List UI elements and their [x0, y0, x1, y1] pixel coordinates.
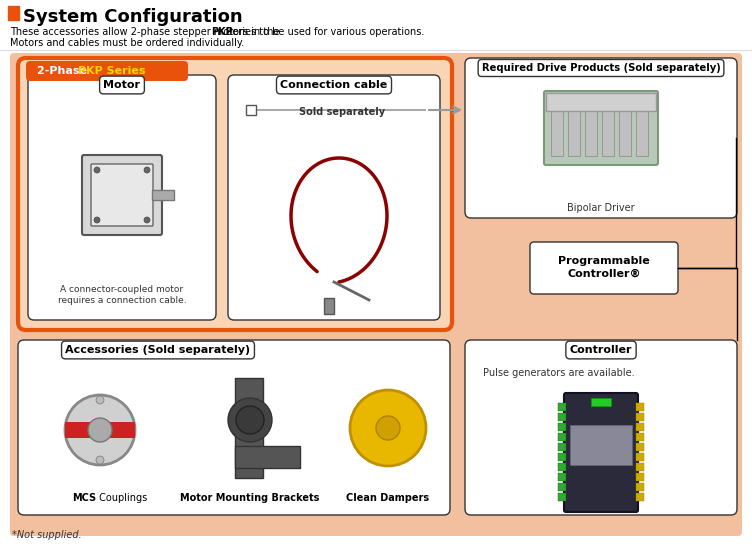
Bar: [235, 446, 300, 468]
FancyBboxPatch shape: [530, 242, 678, 294]
Circle shape: [144, 167, 150, 173]
Bar: [636, 433, 644, 441]
Bar: [558, 453, 566, 461]
Bar: [636, 101, 648, 156]
Text: PKP Series: PKP Series: [78, 66, 146, 76]
Bar: [636, 493, 644, 501]
Bar: [324, 298, 334, 314]
FancyBboxPatch shape: [82, 155, 162, 235]
Text: PKP: PKP: [211, 27, 232, 37]
FancyBboxPatch shape: [26, 61, 188, 81]
Circle shape: [350, 390, 426, 466]
Bar: [246, 105, 256, 115]
Bar: [636, 423, 644, 431]
Text: *Not supplied.: *Not supplied.: [12, 530, 82, 540]
FancyBboxPatch shape: [564, 393, 638, 512]
Text: MCS: MCS: [72, 493, 96, 503]
Text: Motors and cables must be ordered individually.: Motors and cables must be ordered indivi…: [10, 38, 244, 48]
Text: requires a connection cable.: requires a connection cable.: [58, 296, 186, 305]
Text: Sold separately: Sold separately: [299, 107, 385, 117]
Circle shape: [96, 396, 104, 404]
Circle shape: [96, 456, 104, 464]
Bar: [636, 463, 644, 471]
Text: Motor: Motor: [104, 80, 141, 90]
Bar: [546, 93, 656, 111]
FancyBboxPatch shape: [18, 340, 450, 515]
Circle shape: [94, 217, 100, 223]
Text: Couplings: Couplings: [96, 493, 147, 503]
Text: Programmable: Programmable: [558, 256, 650, 266]
Bar: [602, 101, 614, 156]
Circle shape: [144, 217, 150, 223]
FancyBboxPatch shape: [10, 53, 742, 536]
FancyBboxPatch shape: [18, 58, 452, 330]
Bar: [570, 425, 632, 465]
Bar: [558, 433, 566, 441]
Circle shape: [94, 167, 100, 173]
Bar: [558, 493, 566, 501]
Text: Connection cable: Connection cable: [280, 80, 387, 90]
Text: These accessories allow 2-phase stepper motors in the: These accessories allow 2-phase stepper …: [10, 27, 283, 37]
Bar: [619, 101, 631, 156]
Circle shape: [228, 398, 272, 442]
Bar: [636, 403, 644, 411]
Circle shape: [65, 395, 135, 465]
Bar: [558, 463, 566, 471]
Bar: [636, 453, 644, 461]
FancyBboxPatch shape: [228, 75, 440, 320]
Text: 2-Phase: 2-Phase: [37, 66, 91, 76]
Bar: [636, 473, 644, 481]
Text: Controller®: Controller®: [567, 269, 641, 279]
Bar: [235, 378, 263, 478]
FancyBboxPatch shape: [465, 58, 737, 218]
FancyBboxPatch shape: [91, 164, 153, 226]
Bar: [152, 190, 174, 200]
Bar: [558, 403, 566, 411]
Bar: [568, 101, 580, 156]
Text: Controller: Controller: [570, 345, 632, 355]
Bar: [558, 423, 566, 431]
Circle shape: [236, 406, 264, 434]
Bar: [558, 473, 566, 481]
Text: Pulse generators are available.: Pulse generators are available.: [483, 368, 635, 378]
Bar: [8, 6, 19, 20]
Bar: [65, 422, 135, 438]
Bar: [551, 101, 563, 156]
Text: Clean Dampers: Clean Dampers: [347, 493, 429, 503]
Bar: [636, 483, 644, 491]
Text: Required Drive Products (Sold separately): Required Drive Products (Sold separately…: [481, 63, 720, 73]
Circle shape: [88, 418, 112, 442]
Bar: [558, 413, 566, 421]
Bar: [636, 443, 644, 451]
Bar: [558, 483, 566, 491]
Text: Series to be used for various operations.: Series to be used for various operations…: [223, 27, 424, 37]
Bar: [585, 101, 597, 156]
Text: A connector-coupled motor: A connector-coupled motor: [60, 285, 183, 294]
FancyBboxPatch shape: [544, 91, 658, 165]
Bar: [636, 413, 644, 421]
Text: Accessories (Sold separately): Accessories (Sold separately): [65, 345, 250, 355]
Bar: [558, 443, 566, 451]
Text: Motor Mounting Brackets: Motor Mounting Brackets: [180, 493, 320, 503]
FancyBboxPatch shape: [28, 75, 216, 320]
FancyBboxPatch shape: [465, 340, 737, 515]
Text: Bipolar Driver: Bipolar Driver: [567, 203, 635, 213]
Circle shape: [376, 416, 400, 440]
Text: System Configuration: System Configuration: [23, 8, 243, 26]
Bar: [591, 398, 611, 406]
